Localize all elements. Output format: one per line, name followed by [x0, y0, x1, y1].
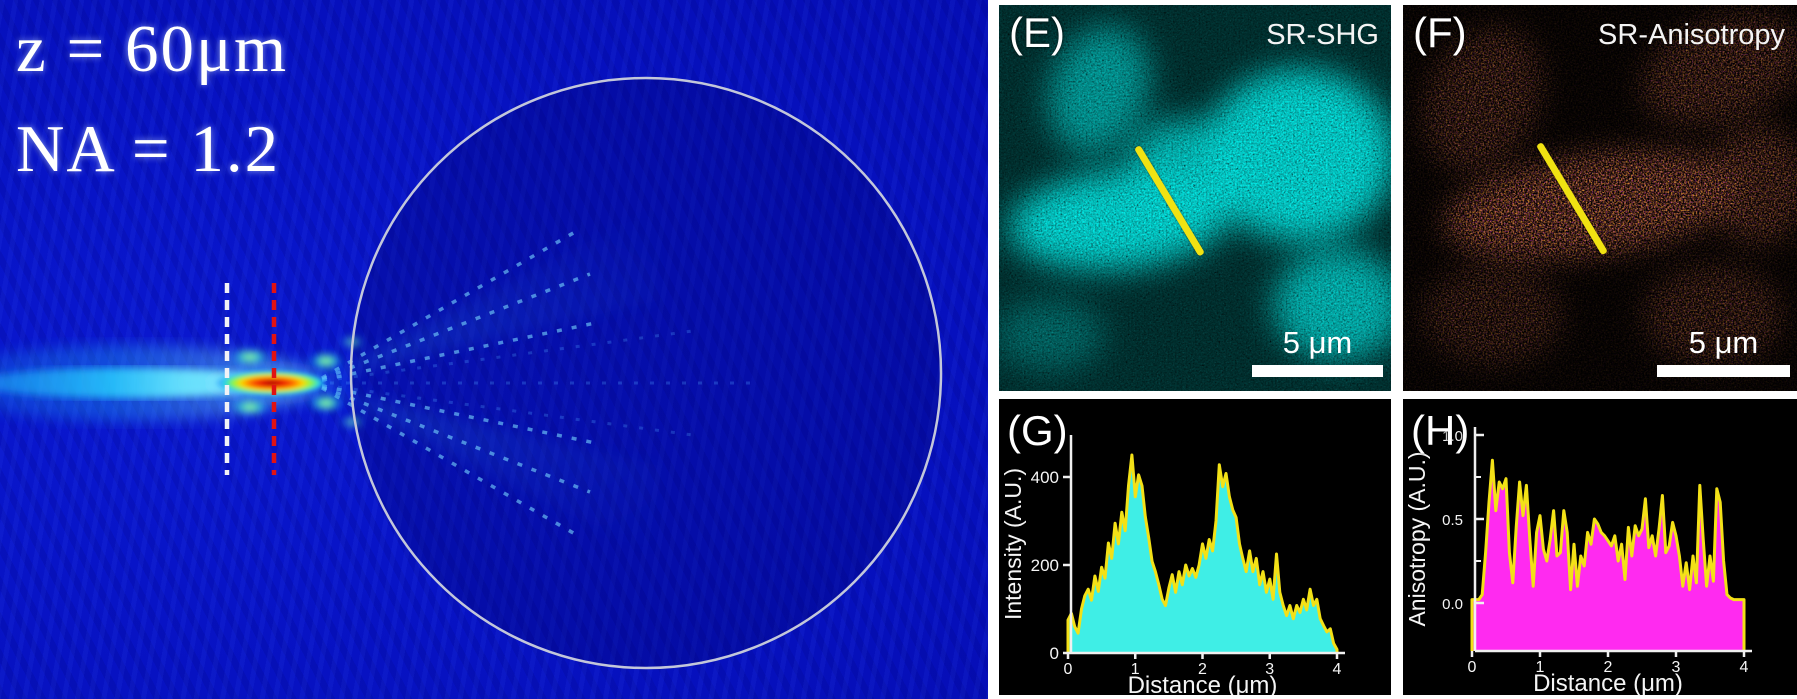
- panel-h-anisotropy-plot: 0.0 0.5 1.0 0 1 2 3 4 Distance (μm) Anisotropy (A…: [1403, 399, 1797, 695]
- anisotropy-profile-chart: 0.0 0.5 1.0 0 1 2 3 4 Distance (μm) Anisotropy (A…: [1404, 427, 1752, 695]
- panel-e-label: (E): [1009, 9, 1065, 56]
- anisotropy-speckle-texture: [1403, 5, 1797, 391]
- microsphere-outline: [349, 76, 943, 670]
- sim-depth-label: z = 60μm: [16, 12, 289, 86]
- interference-rays: [321, 230, 601, 536]
- svg-text:Intensity (A.U.): Intensity (A.U.): [1000, 468, 1026, 620]
- panel-g-intensity-plot: 0 200 400 0 1 2 3 4 Distance (μm) Intensity (A.U.…: [999, 399, 1391, 695]
- svg-text:3: 3: [1265, 661, 1274, 678]
- panel-f-sr-anisotropy-image: (F) SR-Anisotropy 5 μm: [1403, 5, 1797, 391]
- svg-text:0: 0: [1050, 644, 1059, 663]
- svg-text:0: 0: [1064, 661, 1073, 678]
- svg-text:0.5: 0.5: [1442, 512, 1463, 529]
- panel-f-title: SR-Anisotropy: [1598, 19, 1785, 51]
- panel-e-title: SR-SHG: [1266, 19, 1379, 51]
- focus-spot: [215, 370, 329, 396]
- svg-text:Distance (μm): Distance (μm): [1533, 670, 1683, 695]
- simulation-panel: z = 60μm NA = 1.2: [0, 0, 988, 699]
- scale-bar-text: 5 μm: [1688, 325, 1759, 360]
- sim-na-label: NA = 1.2: [16, 112, 281, 186]
- svg-text:1: 1: [1536, 659, 1545, 676]
- svg-text:0: 0: [1468, 659, 1477, 676]
- svg-text:4: 4: [1333, 661, 1342, 678]
- svg-text:2: 2: [1604, 659, 1613, 676]
- panel-f-label: (F): [1413, 9, 1467, 56]
- panel-h-label: (H): [1411, 407, 1470, 454]
- simulation-graphic: [0, 76, 943, 670]
- microsphere-interior: [351, 78, 941, 668]
- intensity-profile-chart: 0 200 400 0 1 2 3 4 Distance (μm) Intensity (A.U.…: [1000, 435, 1345, 695]
- scatter-wedge-upper: [316, 205, 660, 380]
- scatter-wedge-lower: [316, 386, 660, 560]
- svg-text:0.0: 0.0: [1442, 596, 1463, 613]
- svg-text:1: 1: [1131, 661, 1140, 678]
- shg-speckle-texture: [999, 5, 1391, 391]
- svg-text:400: 400: [1031, 468, 1059, 487]
- svg-text:Anisotropy (A.U.): Anisotropy (A.U.): [1404, 451, 1430, 626]
- svg-text:Distance (μm): Distance (μm): [1128, 672, 1278, 695]
- svg-text:3: 3: [1672, 659, 1681, 676]
- scale-bar: [1657, 365, 1790, 377]
- panel-e-sr-shg-image: (E) SR-SHG 5 μm: [999, 5, 1391, 391]
- scale-bar-text: 5 μm: [1282, 325, 1353, 360]
- svg-text:1.0: 1.0: [1442, 428, 1463, 445]
- scale-bar: [1252, 365, 1383, 377]
- svg-text:4: 4: [1740, 659, 1749, 676]
- panel-g-label: (G): [1007, 407, 1068, 454]
- svg-text:200: 200: [1031, 556, 1059, 575]
- svg-text:2: 2: [1198, 661, 1207, 678]
